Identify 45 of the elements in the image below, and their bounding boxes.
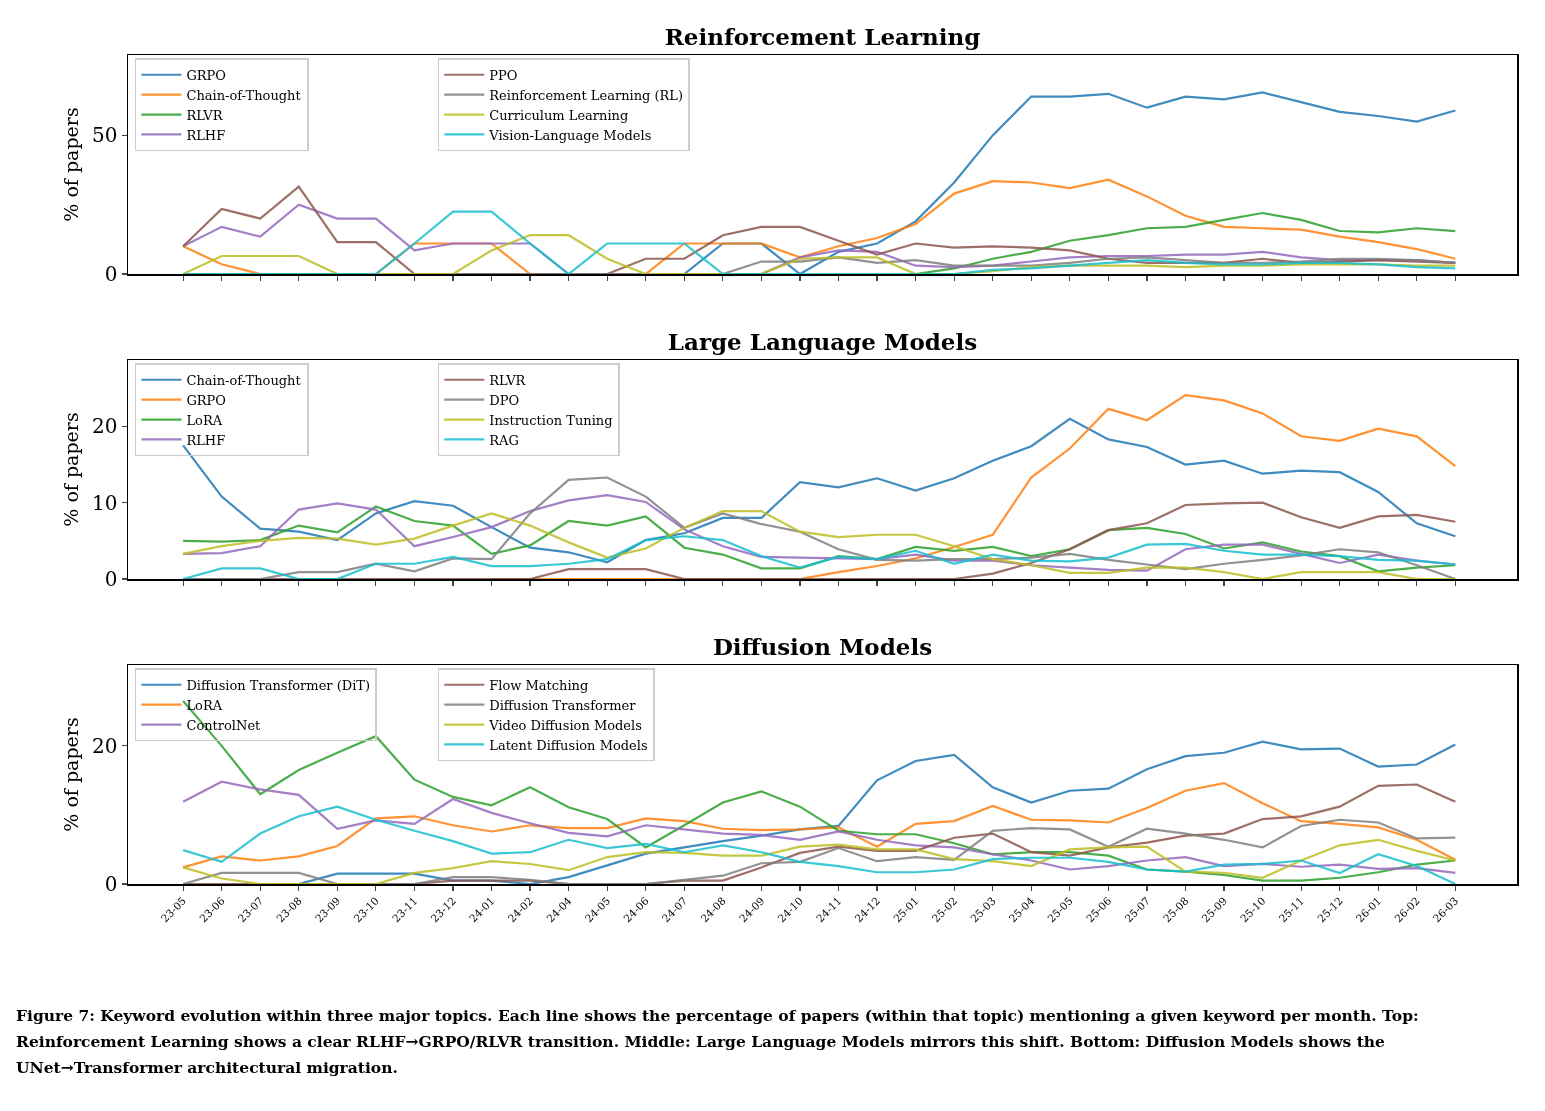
legend-label: Reinforcement Learning (RL) xyxy=(489,87,684,103)
legend-label: Chain-of-Thought xyxy=(186,87,302,103)
legend-label: RLVR xyxy=(186,107,224,123)
y-axis-title: % of papers xyxy=(60,412,83,527)
line-series xyxy=(182,234,1457,274)
y-tick-label: 0 xyxy=(104,262,118,286)
legend-label: Curriculum Learning xyxy=(489,107,629,123)
legend-label: RLVR xyxy=(489,372,527,388)
legend-label: GRPO xyxy=(186,392,227,408)
legend-label: LoRA xyxy=(186,412,223,428)
y-axis-title: % of papers xyxy=(60,717,83,832)
legend-label: Flow Matching xyxy=(489,677,589,693)
legend-label: Diffusion Transformer (DiT) xyxy=(186,677,371,693)
y-axis-title: % of papers xyxy=(60,107,83,222)
chart-title: Reinforcement Learning xyxy=(664,23,981,50)
legend-label: Instruction Tuning xyxy=(489,412,613,428)
line-series xyxy=(182,417,1457,564)
line-series xyxy=(182,699,1457,882)
line-series xyxy=(182,838,1457,884)
chart-title: Large Language Models xyxy=(667,328,978,355)
line-series xyxy=(182,805,1457,884)
legend-label: LoRA xyxy=(186,697,223,713)
legend-label: RLHF xyxy=(186,127,226,143)
y-tick-label: 10 xyxy=(92,490,118,515)
y-tick-label: 20 xyxy=(92,414,118,439)
caption: Figure 7: Keyword evolution within three major topics. Each line shows the percentage of papers (within that topic) mentioning a given keyword per month. Top: Reinforcement Learning shows a clear RLHF→GRPO/RLVR transition. Middle: Large Language Models mirrors this shift. Bottom: Diffusion Models shows the UNet→Transformer architectural migration. xyxy=(15,1005,1420,1079)
y-tick-label: 50 xyxy=(92,123,118,148)
legend-label: GRPO xyxy=(186,67,227,83)
line-series xyxy=(297,740,1457,884)
y-tick-label: 0 xyxy=(104,567,118,591)
legend-label: Vision-Language Models xyxy=(488,127,652,143)
y-tick-label: 0 xyxy=(104,872,118,896)
legend-label: DPO xyxy=(489,392,520,408)
legend-label: Latent Diffusion Models xyxy=(489,737,648,753)
chart-title: Diffusion Models xyxy=(712,633,933,660)
y-tick-label: 20 xyxy=(92,733,118,758)
legend-label: Diffusion Transformer xyxy=(489,697,637,713)
line-series xyxy=(182,818,1457,884)
line-series xyxy=(683,91,1457,274)
line-series xyxy=(182,535,1457,579)
legend-label: PPO xyxy=(489,67,518,83)
legend-label: RAG xyxy=(489,432,519,448)
legend-label: Chain-of-Thought xyxy=(186,372,302,388)
legend-label: Video Diffusion Models xyxy=(488,717,642,733)
legend-label: RLHF xyxy=(186,432,226,448)
